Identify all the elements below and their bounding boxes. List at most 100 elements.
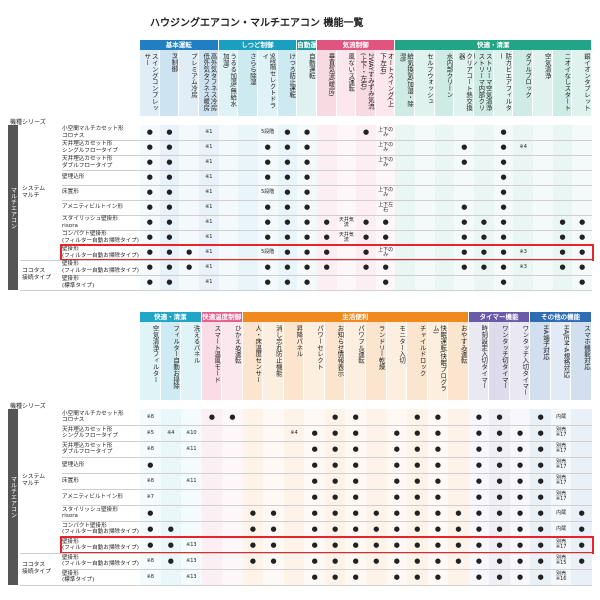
- column-header: 風ないス運転: [336, 50, 357, 116]
- cell: ●: [284, 158, 291, 166]
- cell: ※8: [146, 573, 154, 580]
- cell: ●: [311, 524, 318, 533]
- cell: ●: [146, 188, 153, 196]
- cell: ●: [284, 173, 291, 181]
- cell: ※1: [205, 159, 213, 165]
- cell: ●: [517, 556, 524, 565]
- cell: ●: [475, 572, 483, 581]
- cell: ●: [496, 460, 503, 469]
- column-header: 銀イオンタブレット: [572, 50, 592, 116]
- cell: ●: [461, 143, 468, 151]
- cell: ●: [475, 460, 483, 469]
- row-group-label: ココタス 接続タイプ: [22, 268, 51, 281]
- cell: ●: [332, 492, 339, 501]
- cell: ●: [323, 248, 330, 256]
- cell: 5段階: [261, 249, 275, 255]
- row-label: スタイリッシュ壁掛形 risora: [62, 506, 118, 519]
- cell: ●: [166, 278, 173, 286]
- column-stripe: [448, 409, 469, 585]
- cell: ●: [332, 428, 339, 437]
- cell: ●: [166, 263, 173, 271]
- column-stripe: [160, 409, 182, 585]
- cell: ●: [434, 444, 441, 453]
- cell: 上下のみ: [378, 186, 394, 198]
- row-label: 小空間マルチカセット形 コロナス: [62, 410, 124, 423]
- column-header: PI制御: [159, 50, 180, 116]
- cell: ●: [414, 508, 421, 517]
- cell: ●: [146, 278, 153, 286]
- cell: ●: [264, 218, 271, 226]
- row-label: 小空間マルチカセット形 コロナス: [62, 126, 124, 139]
- cell: ●: [323, 233, 330, 241]
- cell: ●: [311, 476, 318, 485]
- cell: 別売※17: [555, 491, 567, 502]
- cell: ●: [147, 460, 154, 469]
- cell: ●: [264, 143, 271, 151]
- cell: ●: [475, 524, 483, 533]
- cell: ●: [480, 263, 487, 271]
- cell: ●: [284, 233, 291, 241]
- cell: ●: [352, 556, 359, 565]
- cell: ●: [147, 524, 154, 533]
- column-stripe: [572, 125, 592, 290]
- cell: 5段階: [261, 129, 275, 135]
- cell: ※3: [519, 264, 527, 270]
- column-header: 給気換気(加湿・除湿): [395, 50, 416, 116]
- cell: 別売※15: [555, 555, 567, 566]
- column-stripe: [283, 409, 305, 585]
- column-stripe: [222, 409, 243, 585]
- cell: ●: [496, 444, 503, 453]
- row-highlight: [60, 244, 594, 261]
- cell: 上下左右: [378, 201, 394, 213]
- cell: ●: [578, 556, 585, 565]
- column-stripe: [345, 409, 366, 585]
- cell: ●: [414, 492, 421, 501]
- cell: ●: [455, 540, 462, 549]
- cell: ●: [496, 556, 503, 565]
- cell: ●: [559, 218, 566, 226]
- cell: ●: [323, 218, 330, 226]
- cell: ●: [166, 218, 173, 226]
- column-header: ニオイなしスタート: [552, 50, 573, 116]
- column-stripe: [198, 125, 219, 290]
- outer-label: マルチエアコン: [8, 125, 18, 290]
- cell: ●: [537, 508, 544, 517]
- row-group-label: ココタス 接続タイプ: [22, 562, 51, 575]
- row-label: 壁掛形 (フィルター自動お掃除タイプ): [62, 538, 139, 551]
- cell: ●: [517, 476, 524, 485]
- row-label: 壁埋込形: [62, 174, 85, 181]
- cell: ●: [475, 428, 483, 437]
- cell: ●: [496, 476, 503, 485]
- column-header: パワーセレクト: [304, 322, 325, 400]
- column-stripe: [218, 125, 239, 290]
- cell: ●: [352, 492, 359, 501]
- cell: ●: [461, 248, 468, 256]
- cell: ●: [332, 460, 339, 469]
- column-stripe: [297, 125, 317, 290]
- row-label: 壁掛形 (フィルター自動お掃除タイプ): [62, 554, 139, 567]
- group-header: しつど制御: [218, 40, 298, 50]
- cell: ●: [373, 508, 380, 517]
- column-stripe: [550, 409, 572, 585]
- column-stripe: [571, 409, 592, 585]
- column-header: クリアコート熱交換器: [454, 50, 475, 116]
- cell: 天井気流: [338, 231, 354, 243]
- cell: ●: [579, 233, 586, 241]
- series-label: 機種シリーズ: [10, 119, 46, 126]
- column-stripe: [336, 125, 357, 290]
- column-stripe: [263, 409, 284, 585]
- cell: ●: [146, 218, 153, 226]
- cell: ●: [475, 556, 483, 565]
- cell: ●: [311, 540, 318, 549]
- row-divider: [62, 521, 592, 522]
- column-stripe: [533, 125, 553, 290]
- row-divider: [62, 569, 592, 570]
- group-header: 生活便利: [242, 312, 469, 322]
- cell: ●: [475, 476, 483, 485]
- cell: 別売※17: [555, 443, 567, 454]
- cell: ●: [166, 233, 173, 241]
- cell: ●: [517, 572, 524, 581]
- cell: ●: [249, 524, 257, 533]
- cell: ●: [332, 524, 339, 533]
- row-label: 天井埋込カセット形 シングルフロータイプ: [62, 141, 118, 154]
